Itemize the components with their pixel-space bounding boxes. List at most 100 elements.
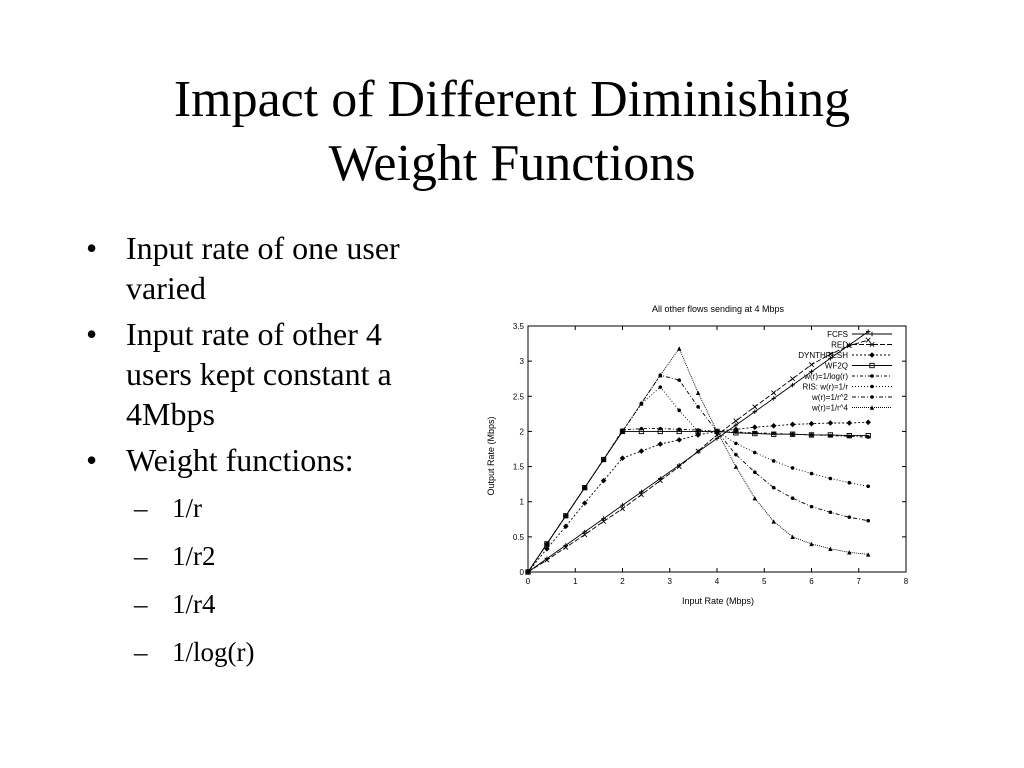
sub-bullet-item: – 1/r xyxy=(86,492,486,525)
data-point xyxy=(847,480,852,485)
data-point xyxy=(639,426,644,431)
data-point xyxy=(752,404,758,410)
chart-title: All other flows sending at 4 Mbps xyxy=(652,304,785,314)
data-point xyxy=(677,378,681,382)
data-point xyxy=(600,477,607,484)
data-point xyxy=(734,430,738,434)
legend-label: w(r)=1/log(r) xyxy=(803,372,848,381)
x-tick-label: 7 xyxy=(857,577,862,586)
data-point xyxy=(639,401,644,406)
data-point xyxy=(828,476,833,481)
data-point xyxy=(790,496,795,500)
data-point xyxy=(544,541,550,547)
data-point xyxy=(771,431,776,436)
y-tick-label: 3 xyxy=(520,357,525,366)
bullet-line: Weight functions: xyxy=(126,442,354,478)
bullet-item: • Weight functions: xyxy=(86,440,486,480)
data-point xyxy=(733,464,739,469)
legend-label: WF2Q xyxy=(825,362,848,371)
sub-bullet-item: – 1/r2 xyxy=(86,540,486,573)
data-point xyxy=(714,429,720,434)
data-point xyxy=(866,329,871,334)
data-point xyxy=(865,419,871,426)
data-point xyxy=(544,557,550,563)
data-point xyxy=(525,569,531,575)
data-point xyxy=(619,506,626,512)
y-tick-label: 2 xyxy=(520,427,525,436)
bullet-list: • Input rate of one user varied • Input … xyxy=(86,228,486,684)
y-tick-label: 1.5 xyxy=(513,463,525,472)
legend-label: RED xyxy=(831,341,848,350)
data-point xyxy=(809,471,814,476)
x-tick-label: 2 xyxy=(620,577,625,586)
data-point xyxy=(789,421,796,428)
data-point xyxy=(638,492,644,498)
y-tick-label: 0 xyxy=(520,568,525,577)
data-point xyxy=(752,496,757,501)
sub-bullet-text: 1/r xyxy=(172,493,202,523)
bullet-line: users kept constant a xyxy=(126,356,392,392)
data-point xyxy=(714,436,720,441)
data-point xyxy=(601,516,606,521)
data-point xyxy=(658,373,663,378)
sub-bullet-text: 1/r2 xyxy=(172,541,216,571)
title-line-2: Weight Functions xyxy=(328,135,696,192)
data-point xyxy=(752,424,758,431)
data-point xyxy=(790,432,795,437)
data-point xyxy=(809,433,814,437)
data-point xyxy=(771,396,776,401)
bullet-line: Input rate of other 4 xyxy=(126,316,382,352)
sub-bullet-text: 1/r4 xyxy=(172,589,216,619)
series-line xyxy=(527,421,869,573)
data-point xyxy=(846,420,853,426)
data-point xyxy=(790,534,795,540)
data-point xyxy=(563,513,568,518)
data-point xyxy=(581,500,588,506)
data-point xyxy=(865,337,871,343)
data-point xyxy=(677,346,682,351)
data-point xyxy=(734,441,738,446)
data-point xyxy=(828,510,833,515)
bullet-marker: • xyxy=(86,230,98,266)
data-point xyxy=(770,423,777,429)
data-point xyxy=(733,418,739,424)
data-point xyxy=(827,420,834,426)
bullet-marker: • xyxy=(86,316,98,352)
legend-label: DYNTHRESH xyxy=(798,351,848,360)
x-tick-label: 0 xyxy=(526,577,531,586)
legend-marker xyxy=(870,395,874,399)
data-point xyxy=(771,485,776,490)
data-point xyxy=(696,429,700,434)
data-point xyxy=(676,437,682,443)
sub-bullet-marker: – xyxy=(134,637,148,667)
bullet-line: Input rate of one user xyxy=(126,230,400,266)
data-point xyxy=(658,385,663,389)
x-tick-label: 1 xyxy=(573,577,578,586)
data-point xyxy=(827,351,833,357)
y-tick-label: 2.5 xyxy=(513,392,525,401)
legend-marker xyxy=(869,405,875,410)
bullet-line: 4Mbps xyxy=(126,396,215,432)
data-point xyxy=(601,518,607,524)
data-point xyxy=(866,552,871,557)
data-point xyxy=(657,478,663,484)
data-point xyxy=(620,429,625,434)
data-point xyxy=(790,382,795,388)
data-point xyxy=(658,426,663,431)
data-point xyxy=(847,434,852,439)
bullet-line: varied xyxy=(126,270,206,306)
data-point xyxy=(846,343,852,349)
y-tick-label: 3.5 xyxy=(513,322,525,331)
x-tick-label: 4 xyxy=(715,577,720,586)
sub-bullet-marker: – xyxy=(134,541,148,571)
data-point xyxy=(808,420,815,427)
data-point xyxy=(866,435,870,439)
x-tick-label: 5 xyxy=(762,577,767,586)
data-point xyxy=(828,356,833,361)
data-point xyxy=(752,409,757,414)
data-point xyxy=(695,390,701,395)
legend-marker xyxy=(869,331,875,337)
data-point xyxy=(734,452,738,457)
legend-label: RIS: w(r)=1/r xyxy=(802,383,848,392)
x-tick-label: 6 xyxy=(809,577,814,586)
